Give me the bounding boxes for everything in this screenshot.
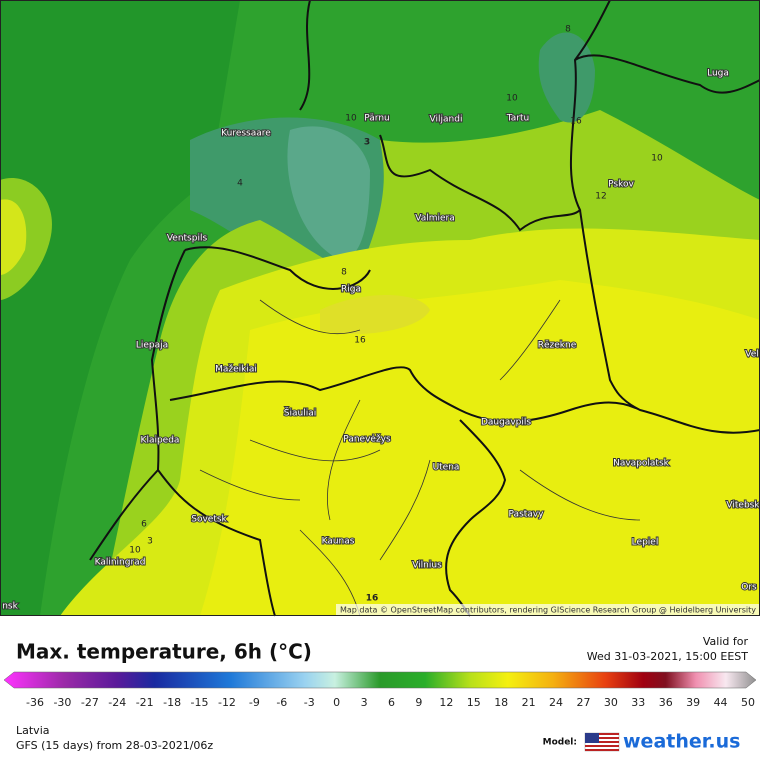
city: Kuressaare [221, 129, 271, 139]
tick-label: 24 [549, 696, 563, 709]
contour-label: 3 [147, 537, 153, 547]
contour-label: 3 [364, 138, 370, 148]
city: Pskov [608, 180, 634, 190]
valid-label: Valid for [703, 635, 749, 648]
tick-label: -21 [136, 696, 154, 709]
city: Valmiera [415, 214, 455, 224]
tick-label: 15 [467, 696, 481, 709]
region: Latvia [16, 724, 50, 737]
contour-labels: 10 3 8 10 16 10 12 4 8 16 6 3 10 16 [129, 25, 663, 604]
tick-label: 36 [659, 696, 673, 709]
tick-label: 9 [415, 696, 422, 709]
tick-label: 39 [686, 696, 700, 709]
city: Viljandi [430, 115, 463, 125]
city: Pastavy [509, 510, 545, 520]
tick-label: 12 [439, 696, 453, 709]
tick-label: 6 [388, 696, 395, 709]
flag [584, 732, 620, 752]
city: Klaipeda [141, 436, 180, 446]
tick-label: 18 [494, 696, 508, 709]
tick-label: 33 [631, 696, 645, 709]
city: Mažeikiai [215, 365, 257, 375]
color-bar-ticks: -36 -30 -27 -24 -21 -18 -15 -12 -9 -6 -3 0 3 6 9 12 15 18… [26, 696, 755, 709]
valid-time: Wed 31-03-2021, 15:00 EEST [587, 650, 748, 663]
city: Šiauliai [284, 407, 316, 419]
contour-label: 4 [237, 179, 243, 189]
tick-label: -27 [81, 696, 99, 709]
city: Riga [341, 285, 361, 295]
tick-label: -9 [249, 696, 260, 709]
tick-label: -3 [304, 696, 315, 709]
city: Pärnu [364, 114, 390, 124]
tick-label: 3 [361, 696, 368, 709]
city: Navapolatsk [613, 459, 670, 469]
city: Sovetsk [191, 515, 227, 525]
brand: weather.us [623, 731, 740, 753]
tick-label: 30 [604, 696, 618, 709]
city: Daugavpils [481, 418, 531, 428]
contour-label: 8 [341, 268, 347, 278]
tick-label: -12 [218, 696, 236, 709]
city: Utena [433, 463, 460, 473]
contour-label: 6 [141, 520, 147, 530]
city: Kaliningrad [95, 558, 146, 568]
color-bar [3, 671, 757, 689]
legend-title: Max. temperature, 6h (°C) [16, 640, 312, 664]
tick-label: 21 [522, 696, 536, 709]
contour-label: 10 [651, 154, 663, 164]
contour-label: 12 [595, 192, 606, 202]
legend: Max. temperature, 6h (°C) Valid for Wed … [3, 635, 757, 753]
city: Luga [707, 69, 729, 79]
city: nsk [2, 602, 18, 612]
tick-label: 50 [741, 696, 755, 709]
city: Liepaja [136, 341, 168, 351]
city: Vel [745, 350, 759, 360]
tick-label: 0 [333, 696, 340, 709]
city: Ventspils [167, 234, 208, 244]
contour-label: 8 [565, 25, 571, 35]
city: Tartu [506, 114, 529, 124]
cities: Pärnu Viljandi Tartu Luga Kuressaare Psk… [1, 68, 760, 613]
tick-label: -18 [163, 696, 181, 709]
city: Vilnius [412, 561, 442, 571]
tick-label: -6 [276, 696, 287, 709]
tick-label: 44 [714, 696, 728, 709]
contour-label: 16 [366, 594, 379, 604]
contour-label: 10 [506, 94, 518, 104]
contour-label: 16 [354, 336, 366, 346]
model-run: GFS (15 days) from 28-03-2021/06z [16, 739, 213, 752]
city: Rēzekne [538, 341, 577, 351]
map: Map data © OpenStreetMap contributors, r… [0, 0, 760, 617]
city: Lepiel [632, 538, 659, 548]
model-label: Model: [543, 738, 577, 748]
contour-label: 10 [129, 546, 141, 556]
contour-label: 10 [345, 114, 357, 124]
attribution: Map data © OpenStreetMap contributors, r… [340, 606, 756, 615]
city: Kaunas [322, 537, 355, 547]
contour-label: 16 [570, 117, 582, 127]
city: Ors [741, 583, 757, 593]
tick-label: 27 [576, 696, 590, 709]
tick-label: -15 [191, 696, 209, 709]
city: Vitebsk [726, 501, 760, 511]
tick-label: -24 [108, 696, 126, 709]
tick-label: -30 [53, 696, 71, 709]
tick-label: -36 [26, 696, 44, 709]
city: Panevėžys [343, 435, 391, 445]
